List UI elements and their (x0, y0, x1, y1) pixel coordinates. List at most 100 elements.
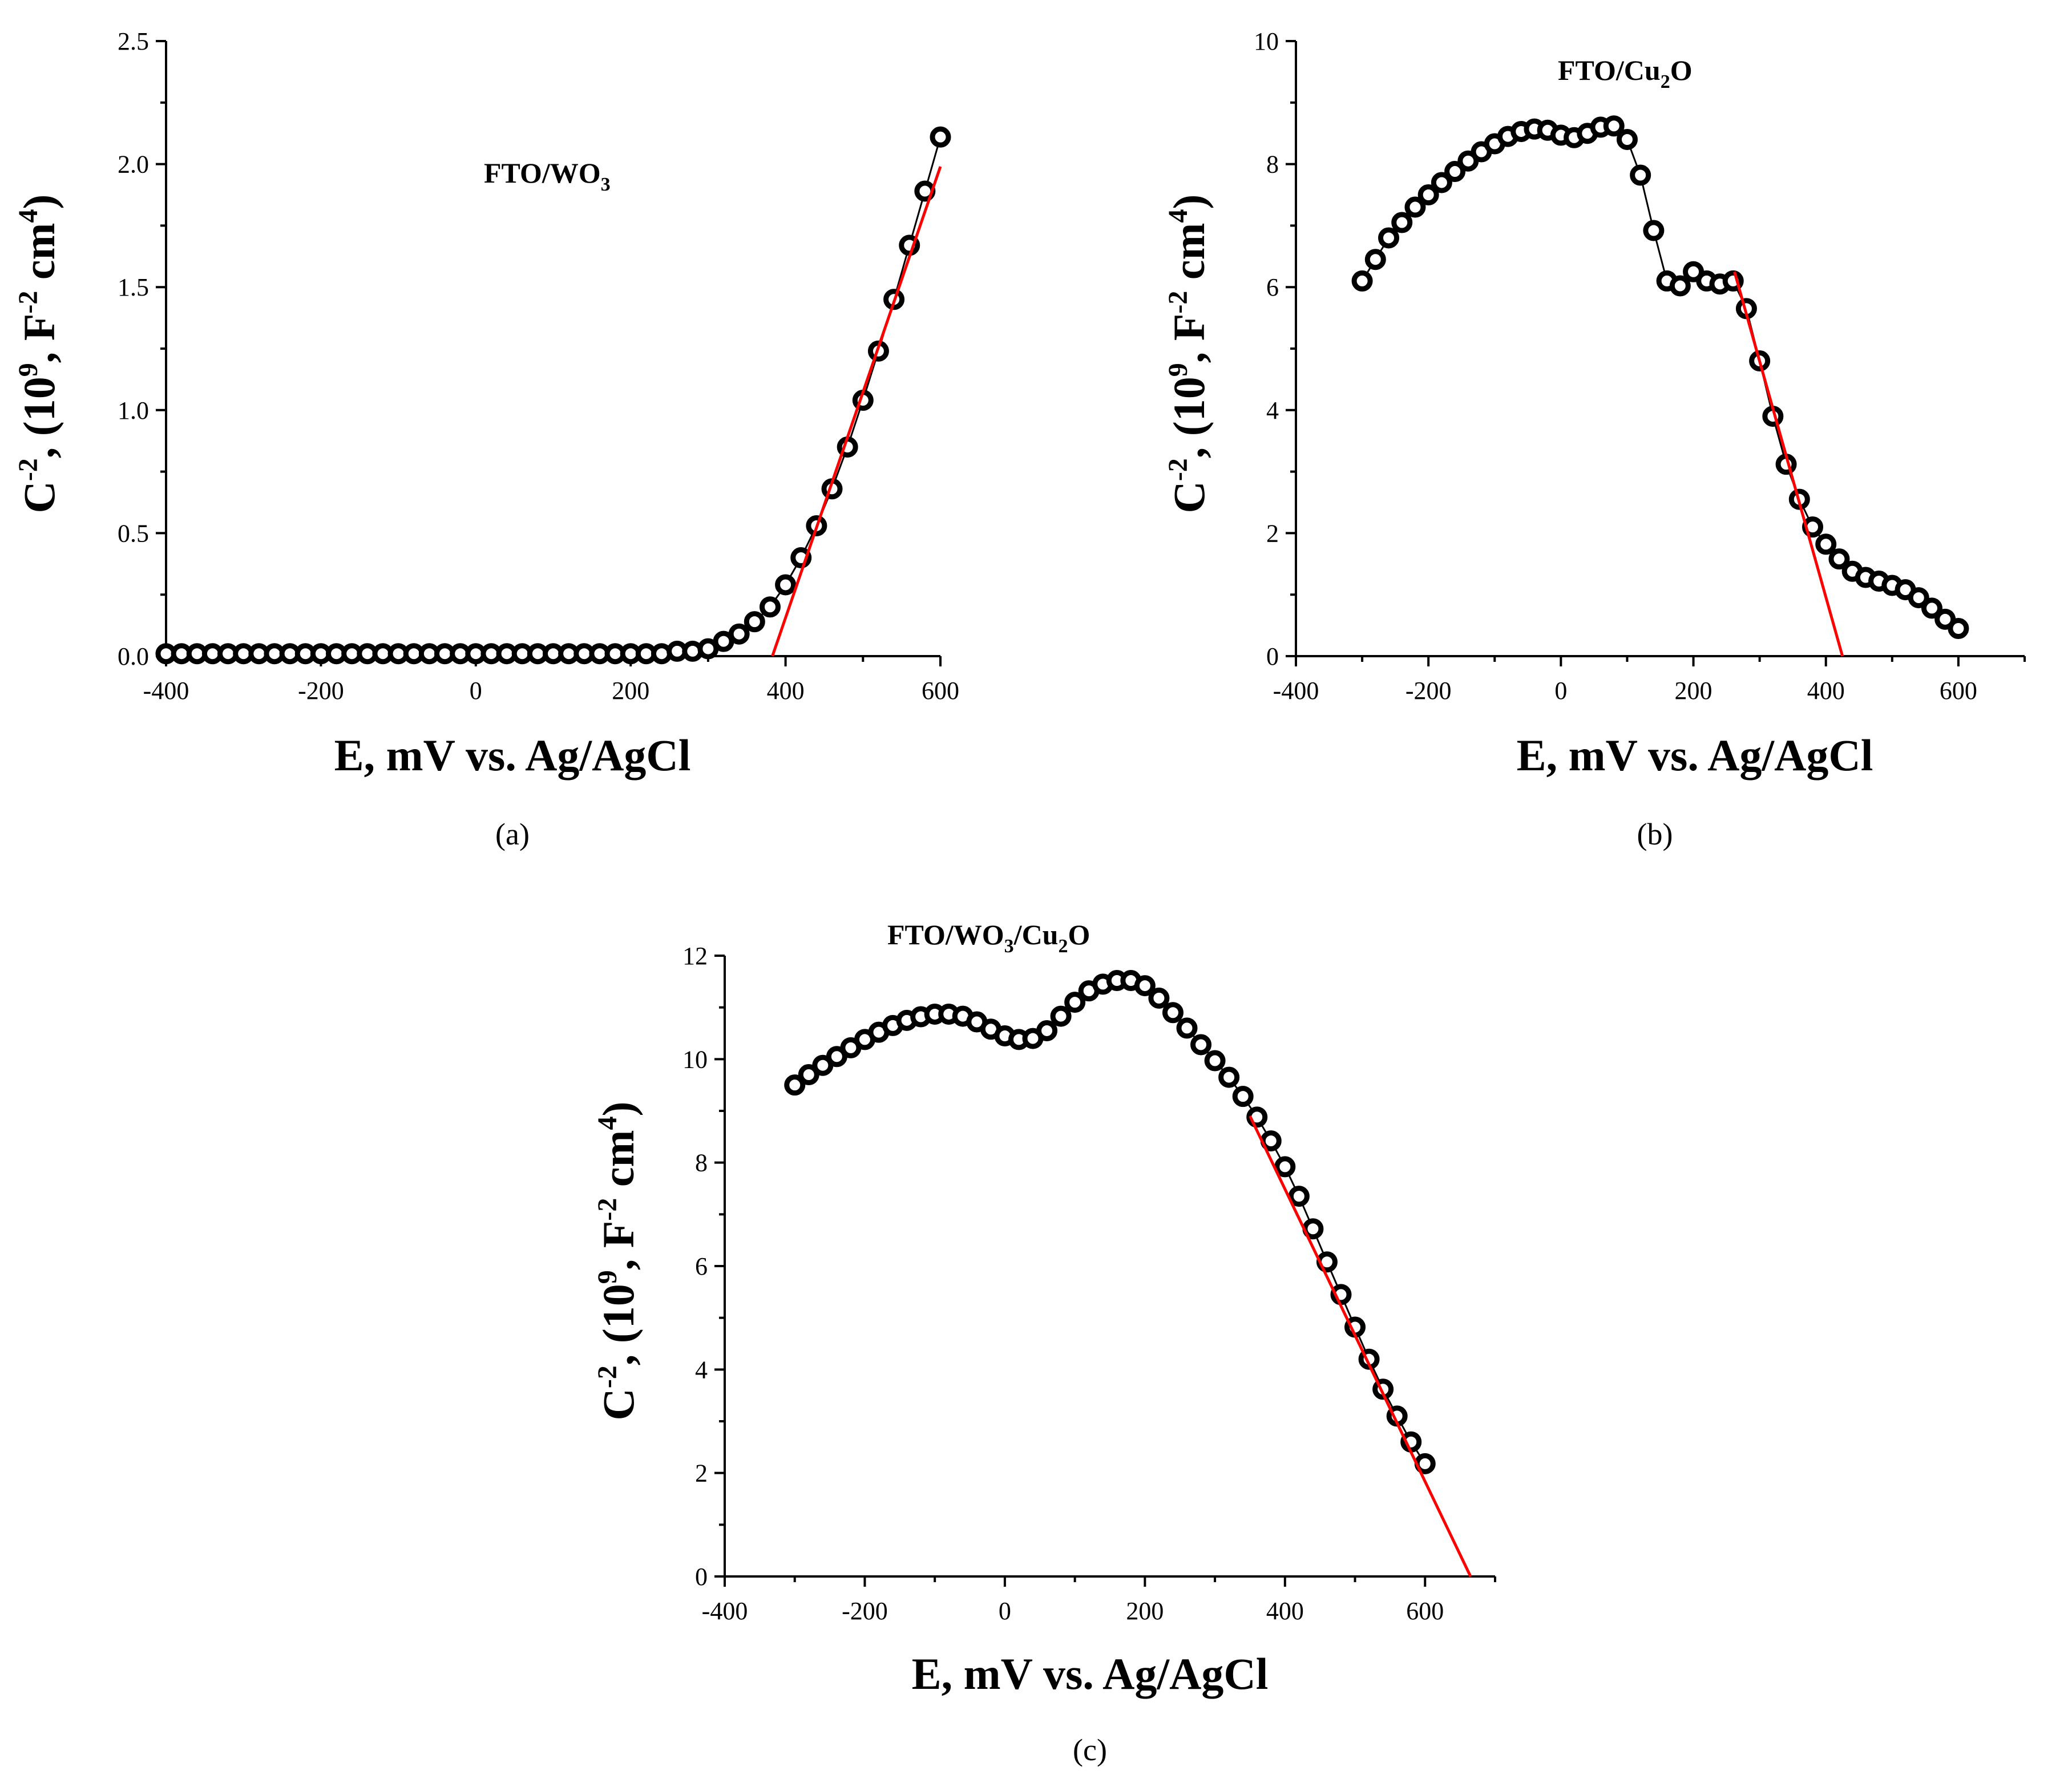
data-point (1815, 533, 1837, 555)
data-point (1364, 249, 1386, 270)
y-tick-label: 2 (1266, 519, 1279, 547)
data-point (1064, 992, 1086, 1013)
panel-c-xlabel: E, mV vs. Ag/AgCl (912, 1649, 1269, 1699)
x-tick-label: 600 (1940, 677, 1977, 705)
data-point (1176, 1017, 1198, 1039)
x-tick-label: -400 (702, 1597, 748, 1625)
y-tick-label: 0 (695, 1563, 708, 1591)
data-point (775, 574, 797, 596)
panel-c: FTO/WO3/Cu2O (c) E, mV vs. Ag/AgCl C-2, … (592, 919, 1496, 1767)
data-point (826, 1046, 847, 1068)
y-tick-label: 0.0 (118, 642, 149, 670)
data-point (1162, 1002, 1184, 1024)
y-tick-label: 1.0 (118, 397, 149, 424)
panel-a: FTO/WO3 (a) E, mV vs. Ag/AgCl C-2, (109,… (13, 27, 959, 851)
x-tick-label: -400 (1273, 677, 1319, 705)
panel-a-caption: (a) (495, 817, 530, 851)
data-point (1934, 608, 1956, 630)
data-point (1948, 617, 1969, 639)
x-tick-label: 400 (1266, 1597, 1304, 1625)
data-point (1190, 1034, 1212, 1056)
data-point (1378, 227, 1400, 249)
data-series-line (166, 136, 942, 655)
data-point (728, 623, 750, 645)
x-tick-label: 200 (612, 677, 649, 705)
y-tick-label: 2 (695, 1459, 708, 1487)
panel-a-title: FTO/WO3 (484, 157, 611, 195)
data-point (930, 126, 951, 148)
x-tick-label: 400 (767, 677, 805, 705)
linear-fit-line (1733, 271, 1844, 657)
data-point (1274, 1156, 1296, 1178)
panel-b-title: FTO/Cu2O (1558, 54, 1693, 92)
x-tick-label: -200 (1405, 677, 1452, 705)
x-tick-label: 400 (1807, 677, 1845, 705)
panel-c-caption: (c) (1073, 1733, 1107, 1767)
panel-a-ylabel: C-2, (109, F-2 cm4) (13, 194, 64, 513)
data-point (1288, 1186, 1310, 1207)
x-tick-label: 200 (1675, 677, 1712, 705)
data-point (1444, 161, 1466, 183)
panel-b-ylabel: C-2, (109, F-2 cm4) (1163, 194, 1214, 513)
linear-fit-line (1249, 1115, 1472, 1578)
data-point (1391, 212, 1413, 233)
y-tick-label: 10 (1254, 27, 1279, 55)
x-tick-label: 0 (999, 1597, 1011, 1625)
data-point (1050, 1005, 1072, 1027)
data-point (1683, 261, 1705, 282)
data-point (1148, 987, 1170, 1009)
y-tick-label: 8 (1266, 151, 1279, 179)
data-point (784, 1074, 806, 1096)
x-tick-label: -200 (842, 1597, 888, 1625)
data-point (1908, 587, 1929, 609)
data-point (1232, 1086, 1254, 1107)
data-point (812, 1054, 834, 1076)
data-point (1036, 1020, 1058, 1041)
y-tick-label: 4 (1266, 397, 1279, 424)
data-point (798, 1064, 819, 1086)
data-point (1828, 548, 1850, 570)
data-series-line (794, 980, 1426, 1465)
data-point (1669, 275, 1691, 297)
data-point (1134, 975, 1156, 997)
data-series-line (1361, 125, 1959, 629)
data-point (1351, 270, 1373, 292)
x-tick-label: 600 (922, 677, 959, 705)
data-point (1603, 115, 1625, 137)
panel-b-xlabel: E, mV vs. Ag/AgCl (1517, 730, 1873, 780)
linear-fit-line (771, 166, 942, 657)
y-tick-label: 12 (682, 942, 708, 970)
y-tick-label: 6 (1266, 273, 1279, 301)
data-point (744, 611, 765, 633)
panel-b-caption: (b) (1637, 817, 1673, 851)
data-point (1417, 184, 1439, 205)
data-point (1630, 164, 1651, 186)
y-tick-label: 4 (695, 1356, 708, 1384)
x-tick-label: 200 (1126, 1597, 1164, 1625)
y-tick-label: 1.5 (118, 273, 149, 301)
data-point (1431, 172, 1452, 193)
x-tick-label: 0 (470, 677, 482, 705)
y-tick-label: 0 (1266, 642, 1279, 670)
y-tick-label: 2.0 (118, 151, 149, 179)
data-point (1643, 220, 1665, 241)
data-point (1457, 150, 1479, 172)
data-point (1921, 597, 1942, 619)
panel-b: FTO/Cu2O (b) E, mV vs. Ag/AgCl C-2, (109… (1163, 27, 2026, 851)
x-tick-label: -200 (298, 677, 344, 705)
data-point (1218, 1066, 1240, 1088)
x-tick-label: 0 (1554, 677, 1567, 705)
panel-c-ylabel: C-2, (109, F-2 cm4) (592, 1101, 643, 1420)
panel-c-title: FTO/WO3/Cu2O (887, 919, 1090, 957)
panel-a-xlabel: E, mV vs. Ag/AgCl (334, 730, 691, 780)
x-tick-label: -400 (143, 677, 189, 705)
y-tick-label: 0.5 (118, 519, 149, 547)
y-tick-label: 2.5 (118, 27, 149, 55)
y-tick-label: 10 (682, 1045, 708, 1073)
y-tick-label: 6 (695, 1252, 708, 1280)
data-point (1616, 128, 1638, 150)
data-point (1204, 1050, 1226, 1072)
x-tick-label: 600 (1406, 1597, 1444, 1625)
y-tick-label: 8 (695, 1149, 708, 1177)
